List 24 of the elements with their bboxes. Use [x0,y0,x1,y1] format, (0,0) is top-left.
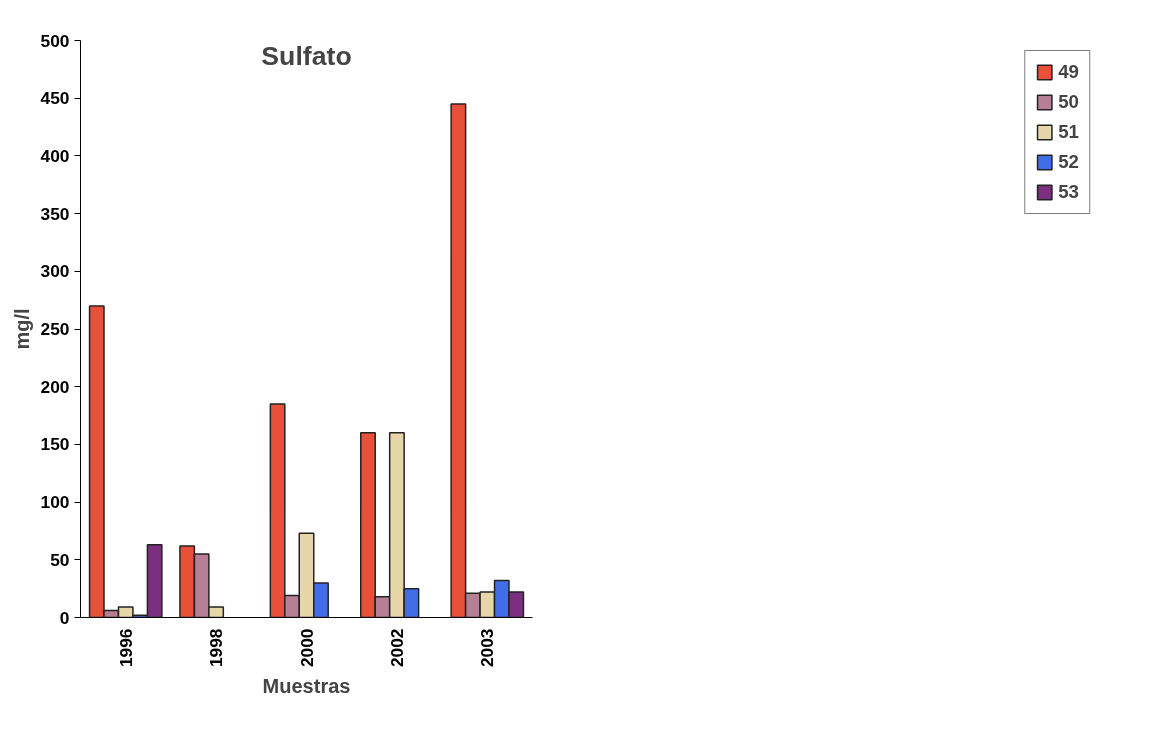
legend-label: 50 [1058,91,1079,113]
y-tick-label: 50 [50,549,70,570]
legend-label: 51 [1058,121,1079,143]
y-axis-title: mg/l [10,308,33,350]
x-tick-label: 1996 [115,628,136,668]
y-tick-label: 150 [40,434,70,455]
x-tick-label: 2003 [477,628,498,668]
y-tick-label: 200 [40,376,70,397]
chart-title: Sulfato [261,40,352,71]
y-tick-label: 350 [40,203,70,224]
legend-label: 52 [1058,151,1079,173]
x-tick-label: 2000 [296,628,317,668]
y-tick-label: 250 [40,319,70,339]
y-tick-label: 100 [40,492,70,513]
legend-label: 53 [1058,181,1079,203]
x-tick-label: 1998 [206,628,227,668]
y-tick-label: 300 [40,261,70,282]
legend-label: 49 [1058,61,1079,83]
y-tick-label: 500 [40,30,70,51]
y-tick-label: 0 [59,607,70,628]
x-tick-label: 2002 [386,628,407,668]
y-tick-label: 400 [40,145,70,166]
x-axis-title: Muestras [262,675,351,698]
y-tick-label: 450 [40,88,70,109]
